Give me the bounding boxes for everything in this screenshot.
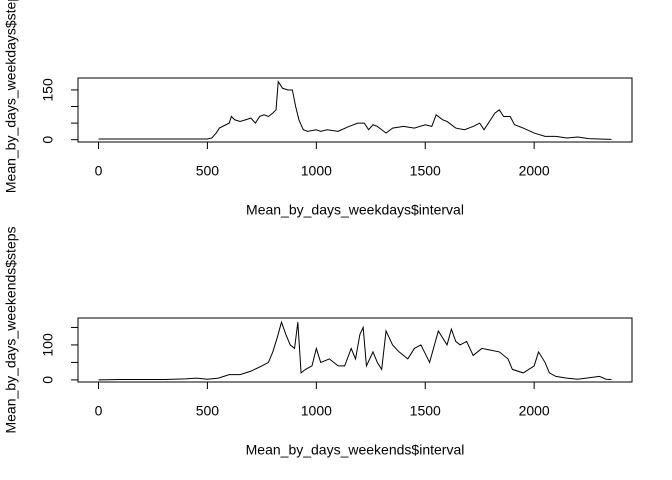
x-tick-label: 2000 [519,403,550,419]
data-line [98,80,612,140]
x-tick-label: 2000 [519,163,550,179]
x-axis-title: Mean_by_days_weekends$interval [246,442,465,458]
x-tick-label: 0 [95,403,103,419]
y-tick-label: 0 [40,136,56,144]
y-tick-label: 100 [40,333,56,357]
data-line [98,320,612,381]
y-tick-label: 150 [40,78,56,102]
x-tick-label: 1000 [301,163,332,179]
x-tick-label: 0 [95,163,103,179]
x-tick-label: 1500 [410,163,441,179]
x-tick-label: 500 [196,163,220,179]
x-tick-label: 1000 [301,403,332,419]
y-axis-title: Mean_by_days_weekends$steps [3,226,19,433]
plot-box [77,77,633,143]
x-tick-label: 500 [196,403,220,419]
x-axis-title: Mean_by_days_weekdays$interval [246,202,464,218]
y-axis-title: Mean_by_days_weekdays$steps [3,0,19,193]
x-tick-label: 1500 [410,403,441,419]
y-tick-label: 0 [40,376,56,384]
